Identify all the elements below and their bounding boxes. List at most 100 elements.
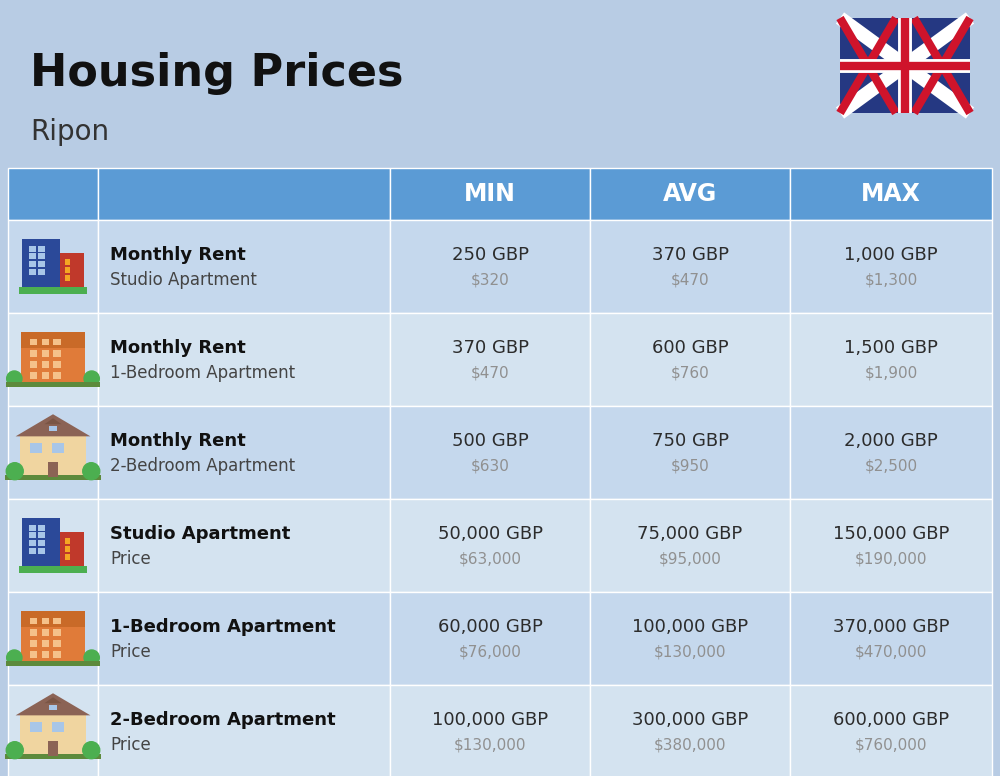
Text: $76,000: $76,000 <box>459 645 521 660</box>
FancyBboxPatch shape <box>790 499 992 592</box>
Text: 2,000 GBP: 2,000 GBP <box>844 432 938 450</box>
FancyBboxPatch shape <box>29 548 36 553</box>
Polygon shape <box>44 418 61 424</box>
FancyBboxPatch shape <box>840 18 970 113</box>
FancyBboxPatch shape <box>590 313 790 406</box>
Text: Studio Apartment: Studio Apartment <box>110 525 290 543</box>
Text: Price: Price <box>110 736 151 754</box>
Text: Monthly Rent: Monthly Rent <box>110 339 246 357</box>
FancyBboxPatch shape <box>65 259 70 265</box>
FancyBboxPatch shape <box>98 168 390 220</box>
FancyBboxPatch shape <box>53 338 61 345</box>
FancyBboxPatch shape <box>390 220 590 313</box>
FancyBboxPatch shape <box>390 499 590 592</box>
FancyBboxPatch shape <box>49 705 57 710</box>
FancyBboxPatch shape <box>29 540 36 546</box>
FancyBboxPatch shape <box>48 462 58 477</box>
Text: $380,000: $380,000 <box>654 738 726 753</box>
FancyBboxPatch shape <box>42 651 49 657</box>
FancyBboxPatch shape <box>29 268 36 275</box>
FancyBboxPatch shape <box>38 540 44 546</box>
Text: 1-Bedroom Apartment: 1-Bedroom Apartment <box>110 618 336 636</box>
FancyBboxPatch shape <box>30 639 37 646</box>
FancyBboxPatch shape <box>30 372 37 379</box>
FancyBboxPatch shape <box>21 611 85 666</box>
Text: 370,000 GBP: 370,000 GBP <box>833 618 949 636</box>
FancyBboxPatch shape <box>53 651 61 657</box>
FancyBboxPatch shape <box>42 338 49 345</box>
FancyBboxPatch shape <box>60 532 84 573</box>
Text: 1,500 GBP: 1,500 GBP <box>844 339 938 357</box>
FancyBboxPatch shape <box>53 639 61 646</box>
FancyBboxPatch shape <box>30 629 37 636</box>
Text: 1,000 GBP: 1,000 GBP <box>844 246 938 265</box>
FancyBboxPatch shape <box>47 424 59 433</box>
Text: $760: $760 <box>671 366 709 381</box>
Text: $470,000: $470,000 <box>855 645 927 660</box>
FancyBboxPatch shape <box>30 722 42 733</box>
FancyBboxPatch shape <box>42 361 49 368</box>
Text: 50,000 GBP: 50,000 GBP <box>438 525 542 543</box>
FancyBboxPatch shape <box>30 361 37 368</box>
FancyBboxPatch shape <box>6 382 100 387</box>
FancyBboxPatch shape <box>38 261 44 267</box>
FancyBboxPatch shape <box>30 338 37 345</box>
Text: Studio Apartment: Studio Apartment <box>110 272 257 289</box>
FancyBboxPatch shape <box>8 592 98 685</box>
FancyBboxPatch shape <box>790 592 992 685</box>
Text: $470: $470 <box>671 273 709 288</box>
FancyBboxPatch shape <box>590 685 790 776</box>
Circle shape <box>83 462 100 480</box>
Text: MIN: MIN <box>464 182 516 206</box>
FancyBboxPatch shape <box>21 611 85 628</box>
Text: $1,300: $1,300 <box>864 273 918 288</box>
Polygon shape <box>16 693 90 715</box>
FancyBboxPatch shape <box>19 566 87 573</box>
FancyBboxPatch shape <box>8 499 98 592</box>
FancyBboxPatch shape <box>47 703 59 712</box>
Text: 750 GBP: 750 GBP <box>652 432 728 450</box>
Text: MAX: MAX <box>861 182 921 206</box>
FancyBboxPatch shape <box>390 685 590 776</box>
FancyBboxPatch shape <box>38 532 44 539</box>
FancyBboxPatch shape <box>53 350 61 356</box>
Text: 100,000 GBP: 100,000 GBP <box>632 618 748 636</box>
FancyBboxPatch shape <box>590 168 790 220</box>
FancyBboxPatch shape <box>53 372 61 379</box>
FancyBboxPatch shape <box>30 618 37 625</box>
FancyBboxPatch shape <box>53 361 61 368</box>
Text: $63,000: $63,000 <box>458 552 522 567</box>
FancyBboxPatch shape <box>390 406 590 499</box>
FancyBboxPatch shape <box>29 525 36 531</box>
FancyBboxPatch shape <box>590 499 790 592</box>
FancyBboxPatch shape <box>98 499 390 592</box>
FancyBboxPatch shape <box>65 554 70 559</box>
FancyBboxPatch shape <box>21 332 85 348</box>
FancyBboxPatch shape <box>30 651 37 657</box>
FancyBboxPatch shape <box>65 539 70 545</box>
Text: 75,000 GBP: 75,000 GBP <box>637 525 743 543</box>
FancyBboxPatch shape <box>29 246 36 251</box>
FancyBboxPatch shape <box>8 313 98 406</box>
Text: $320: $320 <box>471 273 509 288</box>
Circle shape <box>84 371 99 386</box>
Text: $630: $630 <box>471 459 509 474</box>
FancyBboxPatch shape <box>98 220 390 313</box>
Text: $2,500: $2,500 <box>864 459 918 474</box>
Text: 600,000 GBP: 600,000 GBP <box>833 712 949 729</box>
FancyBboxPatch shape <box>790 220 992 313</box>
Text: $130,000: $130,000 <box>454 738 526 753</box>
FancyBboxPatch shape <box>790 313 992 406</box>
FancyBboxPatch shape <box>29 261 36 267</box>
Text: $470: $470 <box>471 366 509 381</box>
FancyBboxPatch shape <box>8 168 98 220</box>
Text: $190,000: $190,000 <box>855 552 927 567</box>
Text: 370 GBP: 370 GBP <box>452 339 528 357</box>
FancyBboxPatch shape <box>8 220 98 313</box>
FancyBboxPatch shape <box>38 246 44 251</box>
Circle shape <box>83 742 100 759</box>
FancyBboxPatch shape <box>590 406 790 499</box>
Text: 60,000 GBP: 60,000 GBP <box>438 618 542 636</box>
Text: 370 GBP: 370 GBP <box>652 246 728 265</box>
Text: AVG: AVG <box>663 182 717 206</box>
